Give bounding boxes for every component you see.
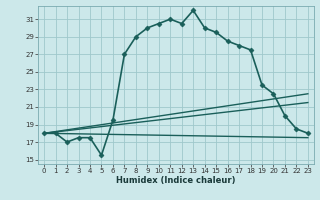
X-axis label: Humidex (Indice chaleur): Humidex (Indice chaleur) (116, 176, 236, 185)
